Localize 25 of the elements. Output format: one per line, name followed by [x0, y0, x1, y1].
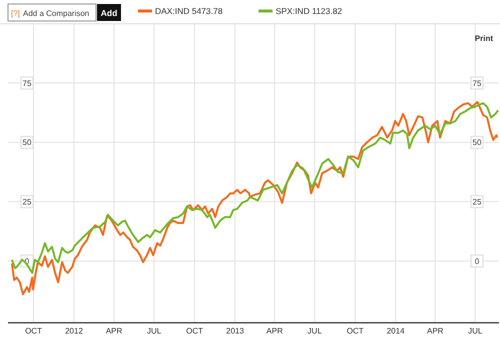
- x-tick-label: JUL: [308, 326, 322, 336]
- x-tick-label: APR: [106, 326, 122, 336]
- y2-tick-label: 0: [474, 256, 480, 266]
- x-tick-label: APR: [426, 326, 444, 336]
- x-tick-label: 2013: [226, 326, 244, 336]
- y-tick-label: 50: [22, 138, 32, 148]
- x-tick-label: OCT: [186, 326, 204, 336]
- x-tick-label: JUL: [146, 326, 162, 336]
- text: Add a Comparison: [23, 9, 90, 18]
- y-tick-label: 75: [22, 78, 32, 88]
- y2-tick-label: 50: [472, 138, 482, 148]
- y2-tick-label: 25: [472, 197, 482, 206]
- legend-label: SPX:IND 1123.82: [276, 6, 342, 16]
- text: Add: [100, 8, 118, 18]
- text: [?]: [11, 9, 20, 18]
- y-tick-label: 25: [22, 197, 32, 206]
- x-tick-label: 2014: [386, 326, 406, 336]
- x-tick-label: 2012: [65, 326, 84, 336]
- y2-tick-label: 75: [472, 78, 482, 88]
- x-tick-label: OCT: [346, 326, 364, 336]
- x-tick-label: APR: [266, 326, 284, 336]
- x-tick-label: JUL: [468, 326, 483, 336]
- x-tick-label: OCT: [25, 326, 42, 336]
- annotation: Print: [474, 34, 494, 43]
- legend-label: DAX:IND 5473.78: [155, 6, 223, 16]
